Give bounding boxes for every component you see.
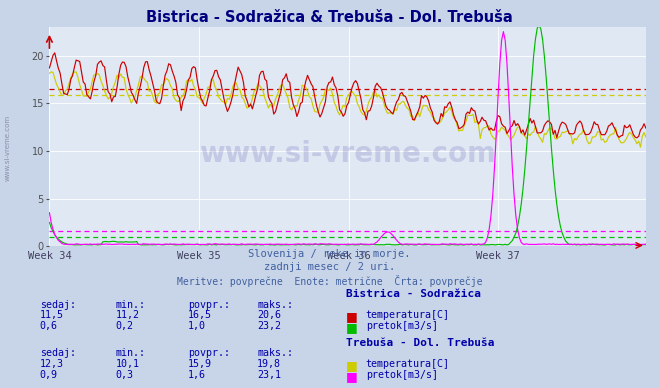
Text: sedaj:: sedaj: [40, 300, 76, 310]
Text: 23,1: 23,1 [257, 370, 281, 380]
Text: 12,3: 12,3 [40, 359, 63, 369]
Text: ■: ■ [346, 310, 358, 324]
Text: zadnji mesec / 2 uri.: zadnji mesec / 2 uri. [264, 262, 395, 272]
Text: 10,1: 10,1 [115, 359, 139, 369]
Text: min.:: min.: [115, 348, 146, 358]
Text: 1,0: 1,0 [188, 321, 206, 331]
Text: sedaj:: sedaj: [40, 348, 76, 358]
Text: www.si-vreme.com: www.si-vreme.com [199, 140, 496, 168]
Text: maks.:: maks.: [257, 300, 293, 310]
Text: 0,3: 0,3 [115, 370, 133, 380]
Text: 1,6: 1,6 [188, 370, 206, 380]
Text: maks.:: maks.: [257, 348, 293, 358]
Text: povpr.:: povpr.: [188, 300, 230, 310]
Text: ■: ■ [346, 359, 358, 372]
Text: www.si-vreme.com: www.si-vreme.com [5, 114, 11, 180]
Text: 11,2: 11,2 [115, 310, 139, 320]
Text: pretok[m3/s]: pretok[m3/s] [366, 370, 438, 380]
Text: ■: ■ [346, 370, 358, 383]
Text: 16,5: 16,5 [188, 310, 212, 320]
Text: 15,9: 15,9 [188, 359, 212, 369]
Text: Bistrica - Sodražica: Bistrica - Sodražica [346, 289, 481, 299]
Text: povpr.:: povpr.: [188, 348, 230, 358]
Text: ■: ■ [346, 321, 358, 334]
Text: Slovenija / reke in morje.: Slovenija / reke in morje. [248, 249, 411, 259]
Text: 11,5: 11,5 [40, 310, 63, 320]
Text: 0,6: 0,6 [40, 321, 57, 331]
Text: pretok[m3/s]: pretok[m3/s] [366, 321, 438, 331]
Text: Meritve: povprečne  Enote: metrične  Črta: povprečje: Meritve: povprečne Enote: metrične Črta:… [177, 275, 482, 287]
Text: Bistrica - Sodražica & Trebuša - Dol. Trebuša: Bistrica - Sodražica & Trebuša - Dol. Tr… [146, 10, 513, 25]
Text: temperatura[C]: temperatura[C] [366, 359, 449, 369]
Text: 0,2: 0,2 [115, 321, 133, 331]
Text: 19,8: 19,8 [257, 359, 281, 369]
Text: 23,2: 23,2 [257, 321, 281, 331]
Text: Trebuša - Dol. Trebuša: Trebuša - Dol. Trebuša [346, 338, 494, 348]
Text: temperatura[C]: temperatura[C] [366, 310, 449, 320]
Text: 0,9: 0,9 [40, 370, 57, 380]
Text: 20,6: 20,6 [257, 310, 281, 320]
Text: min.:: min.: [115, 300, 146, 310]
